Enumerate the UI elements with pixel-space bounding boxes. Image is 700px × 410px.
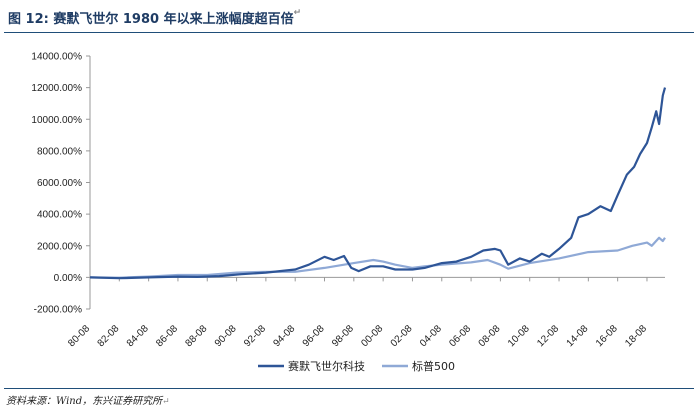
series-line-thermo-fisher <box>89 87 667 280</box>
x-tick-label: 86-08 <box>154 323 180 349</box>
source-text: 资料来源：Wind，东兴证券研究所 <box>6 396 163 407</box>
x-tick-label: 00-08 <box>359 323 385 349</box>
y-tick-label: 12000.00% <box>31 83 82 94</box>
y-tick-label: 4000.00% <box>37 210 82 221</box>
chart-area: -2000.00% 0.00% 2000.00% 4000.00% 6000.00% 80… <box>0 34 700 384</box>
x-tick-label: 98-08 <box>330 323 356 349</box>
x-tick-label: 96-08 <box>301 323 327 349</box>
x-tick-label: 14-08 <box>565 323 591 349</box>
x-tick-label: 88-08 <box>184 323 210 349</box>
source-note: 资料来源：Wind，东兴证券研究所↵ <box>6 392 170 407</box>
x-tick-label: 94-08 <box>271 323 297 349</box>
y-tick-label: 0.00% <box>54 273 82 284</box>
return-mark-footer: ↵ <box>162 397 170 407</box>
x-tick-label: 10-08 <box>506 323 532 349</box>
x-tick-label: 08-08 <box>477 323 503 349</box>
legend-item-thermo-fisher-label: 赛默飞世尔科技 <box>288 359 365 373</box>
y-tick-label: 2000.00% <box>37 241 82 252</box>
x-tick-label: 16-08 <box>594 323 620 349</box>
legend-item-sp500-label: 标普500 <box>412 359 455 373</box>
y-tick-label: 10000.00% <box>31 115 82 126</box>
y-tick-label: -2000.00% <box>34 305 82 316</box>
y-tick-label: 6000.00% <box>37 178 82 189</box>
line-chart: -2000.00% 0.00% 2000.00% 4000.00% 6000.00% 80… <box>31 52 667 373</box>
x-tick-label: 02-08 <box>389 323 415 349</box>
footer-rule <box>4 388 694 389</box>
x-tick-label: 84-08 <box>125 323 151 349</box>
x-tick-label: 82-08 <box>96 323 122 349</box>
x-tick-label: 06-08 <box>447 323 473 349</box>
x-tick-label: 18-08 <box>623 323 649 349</box>
chart-title: 图 12: 赛默飞世尔 1980 年以来上涨幅度超百倍 ↵ <box>8 8 301 27</box>
return-mark: ↵ <box>293 8 302 18</box>
series-line-sp500 <box>89 236 666 279</box>
x-tick-label: 12-08 <box>535 323 561 349</box>
x-tick-label: 80-08 <box>66 323 92 349</box>
title-bar: 图 12: 赛默飞世尔 1980 年以来上涨幅度超百倍 ↵ <box>4 2 694 33</box>
chart-title-text: 图 12: 赛默飞世尔 1980 年以来上涨幅度超百倍 <box>8 12 294 27</box>
x-tick-label: 90-08 <box>213 323 239 349</box>
x-tick-label: 04-08 <box>418 323 444 349</box>
x-tick-label: 92-08 <box>242 323 268 349</box>
y-tick-label: 14000.00% <box>31 52 82 63</box>
y-tick-label: 8000.00% <box>37 146 82 157</box>
